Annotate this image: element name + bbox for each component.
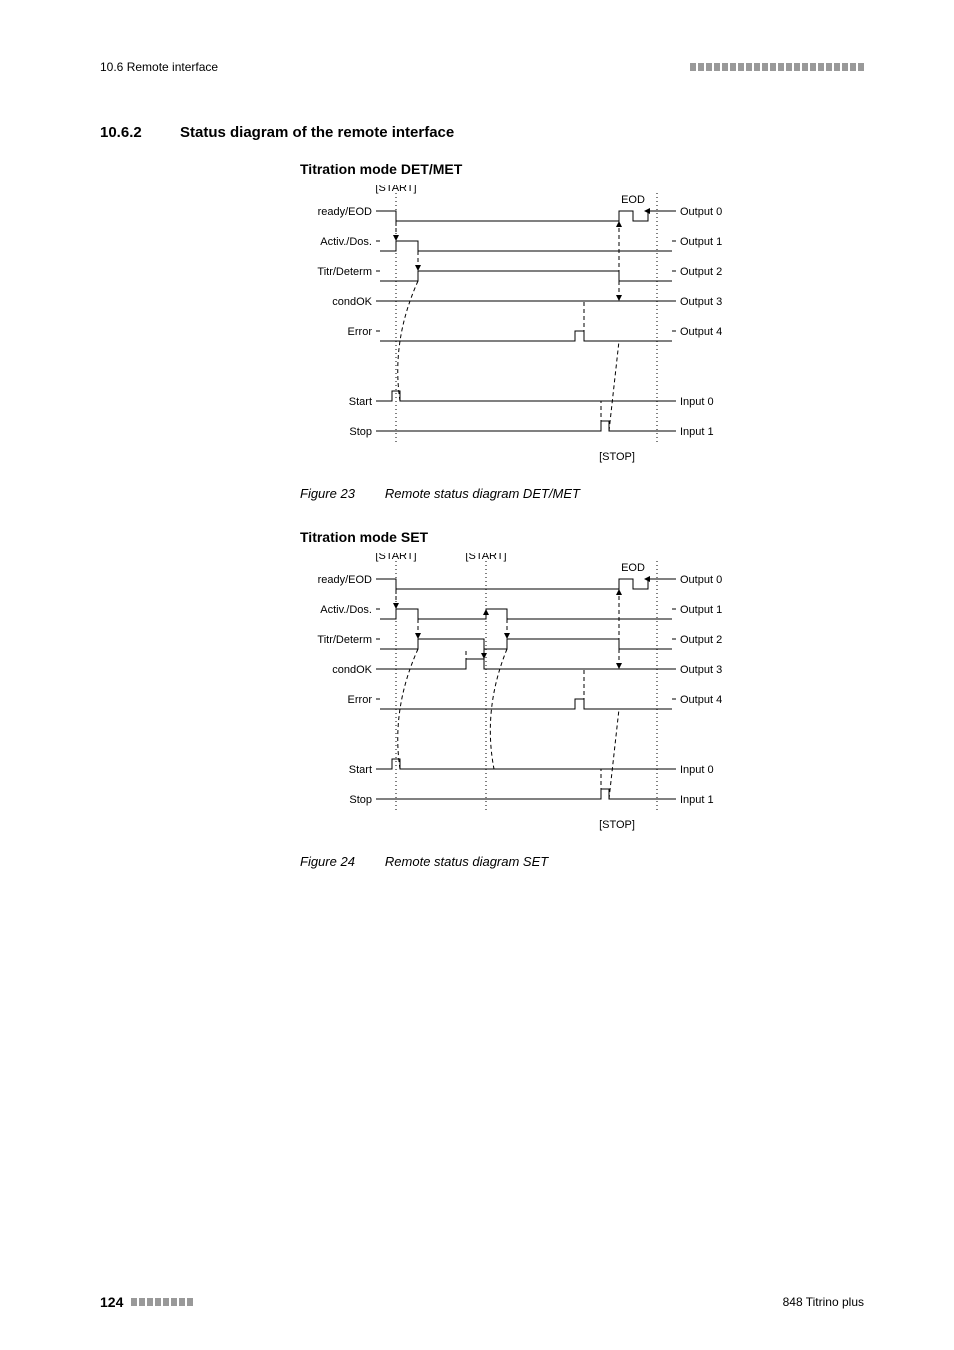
svg-text:[STOP]: [STOP] xyxy=(599,451,635,463)
svg-text:condOK: condOK xyxy=(332,296,372,308)
footer-decoration xyxy=(131,1298,193,1306)
svg-text:ready/EOD: ready/EOD xyxy=(318,574,372,586)
svg-text:EOD: EOD xyxy=(621,562,645,574)
svg-text:Output 0: Output 0 xyxy=(680,206,722,218)
header-decoration xyxy=(690,63,864,71)
svg-text:[START]: [START] xyxy=(465,553,506,562)
svg-text:Output 4: Output 4 xyxy=(680,326,722,338)
svg-text:Output 3: Output 3 xyxy=(680,664,722,676)
svg-text:Titr/Determ: Titr/Determ xyxy=(317,634,372,646)
subheading-detmet: Titration mode DET/MET xyxy=(300,161,864,177)
svg-text:Error: Error xyxy=(348,326,373,338)
page-number: 124 xyxy=(100,1294,123,1310)
svg-text:Input 1: Input 1 xyxy=(680,426,714,438)
diagram-set: ready/EOD Output 0 Activ./Dos. Output 1 Titr… xyxy=(300,553,864,848)
svg-text:Error: Error xyxy=(348,694,373,706)
svg-text:Input 0: Input 0 xyxy=(680,396,714,408)
svg-text:Titr/Determ: Titr/Determ xyxy=(317,266,372,278)
figure-number: Figure 23 xyxy=(300,486,355,501)
header-section: 10.6 Remote interface xyxy=(100,60,218,74)
figure-text: Remote status diagram SET xyxy=(385,854,548,869)
svg-text:Output 3: Output 3 xyxy=(680,296,722,308)
svg-text:Output 4: Output 4 xyxy=(680,694,722,706)
svg-text:Output 1: Output 1 xyxy=(680,604,722,616)
svg-text:[START]: [START] xyxy=(375,553,416,562)
svg-text:Output 0: Output 0 xyxy=(680,574,722,586)
svg-text:Output 2: Output 2 xyxy=(680,634,722,646)
svg-text:Stop: Stop xyxy=(349,794,372,806)
svg-text:Input 0: Input 0 xyxy=(680,764,714,776)
svg-text:[START]: [START] xyxy=(375,185,416,194)
figure-caption-24: Figure 24 Remote status diagram SET xyxy=(300,854,864,869)
diagram-detmet: ready/EOD Output 0 Activ./Dos. Output 1 Titr… xyxy=(300,185,864,480)
product-name: 848 Titrino plus xyxy=(783,1295,864,1309)
svg-text:Start: Start xyxy=(349,764,372,776)
figure-text: Remote status diagram DET/MET xyxy=(385,486,580,501)
svg-text:Input 1: Input 1 xyxy=(680,794,714,806)
subheading-set: Titration mode SET xyxy=(300,529,864,545)
section-title: Status diagram of the remote interface xyxy=(180,124,454,141)
svg-text:condOK: condOK xyxy=(332,664,372,676)
svg-text:Start: Start xyxy=(349,396,372,408)
svg-text:ready/EOD: ready/EOD xyxy=(318,206,372,218)
svg-text:Output 1: Output 1 xyxy=(680,236,722,248)
svg-text:Activ./Dos.: Activ./Dos. xyxy=(320,604,372,616)
svg-text:Activ./Dos.: Activ./Dos. xyxy=(320,236,372,248)
svg-text:EOD: EOD xyxy=(621,194,645,206)
figure-number: Figure 24 xyxy=(300,854,355,869)
section-number: 10.6.2 xyxy=(100,124,160,141)
svg-text:Output 2: Output 2 xyxy=(680,266,722,278)
svg-text:[STOP]: [STOP] xyxy=(599,819,635,831)
figure-caption-23: Figure 23 Remote status diagram DET/MET xyxy=(300,486,864,501)
svg-text:Stop: Stop xyxy=(349,426,372,438)
